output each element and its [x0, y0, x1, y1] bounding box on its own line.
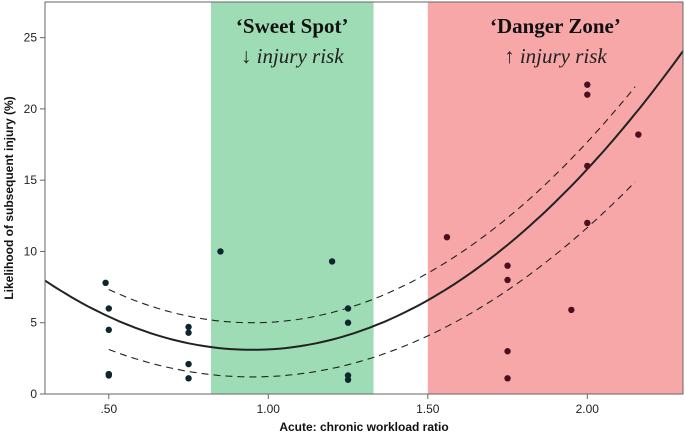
fit-line [44, 50, 684, 351]
data-point [185, 375, 192, 382]
data-point [344, 319, 352, 326]
x-axis-label: Acute: chronic workload ratio [279, 420, 448, 434]
data-point [568, 306, 575, 314]
x-tick-label: 1.00 [257, 402, 281, 416]
data-point [185, 323, 192, 331]
x-tick-label: 1.50 [416, 402, 440, 416]
fit-layer [44, 50, 684, 378]
data-point [504, 375, 511, 382]
sweet-spot-title: ‘Sweet Spot’ [236, 14, 349, 38]
x-tick-label: 2.00 [576, 402, 600, 416]
sweet-spot-band [210, 2, 374, 394]
danger-zone-title: ‘Danger Zone’ [490, 14, 621, 38]
data-point [584, 91, 591, 98]
data-point [504, 262, 511, 269]
y-tick-label: 0 [30, 387, 37, 401]
data-point [584, 81, 591, 88]
data-point [105, 305, 113, 312]
data-point [443, 234, 451, 241]
data-point [217, 248, 224, 255]
plot-frame [44, 1, 684, 395]
ci-upper-line [108, 86, 636, 324]
data-point [635, 131, 642, 138]
data-point [328, 258, 336, 265]
points-layer [102, 81, 642, 383]
data-point [344, 376, 352, 383]
data-point [344, 305, 352, 312]
y-tick-label: 5 [30, 316, 37, 330]
ticks-layer: .50 1.00 1.50 2.00 0 5 10 15 20 25 [24, 31, 600, 416]
data-point [584, 219, 591, 227]
ci-lower-line [108, 181, 636, 378]
x-tick-label: .50 [100, 402, 117, 416]
zones-layer: ‘Sweet Spot’ ↓ injury risk ‘Danger Zone’ ↑ … [210, 2, 683, 394]
data-point [105, 372, 113, 379]
y-axis-label: Likelihood of subsequent injury (%) [2, 96, 16, 299]
y-tick-label: 10 [24, 244, 38, 258]
y-tick-label: 25 [24, 31, 38, 45]
sweet-spot-subtitle: ↓ injury risk [241, 44, 344, 68]
danger-zone-band [427, 2, 683, 394]
y-tick-label: 20 [24, 102, 38, 116]
data-point [504, 276, 511, 284]
data-point [105, 326, 113, 334]
y-tick-label: 15 [24, 173, 38, 187]
data-point [584, 162, 591, 170]
data-point [185, 360, 192, 368]
data-point [102, 279, 109, 287]
axes-layer [44, 1, 684, 395]
danger-zone-subtitle: ↑ injury risk [504, 44, 607, 68]
data-point [185, 329, 192, 336]
data-point [504, 348, 511, 355]
